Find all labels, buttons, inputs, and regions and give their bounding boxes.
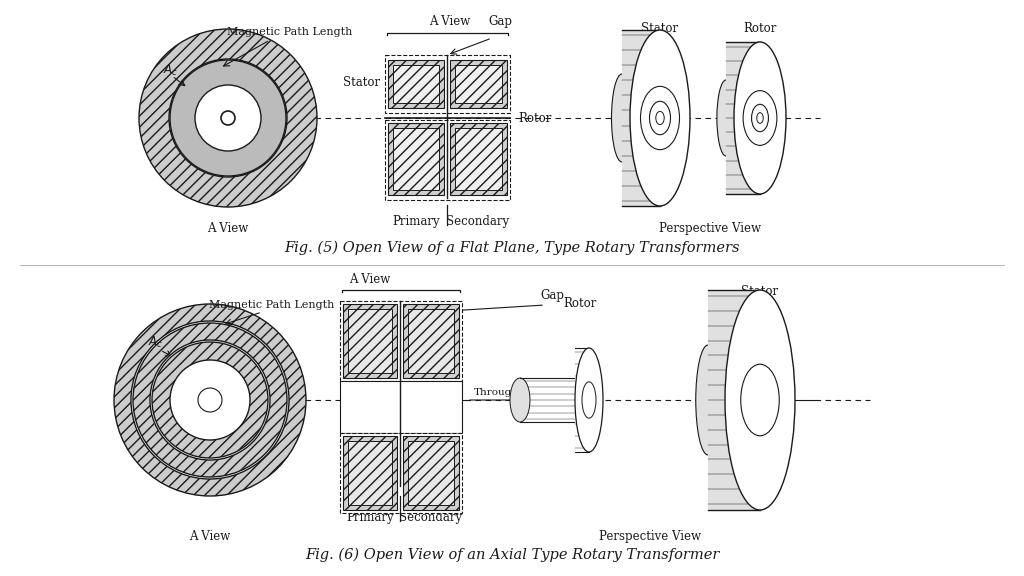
Text: Rotor: Rotor <box>743 22 776 35</box>
Ellipse shape <box>150 340 270 460</box>
Bar <box>520 378 575 422</box>
Bar <box>348 441 392 505</box>
Bar <box>385 55 510 113</box>
Text: Perspective View: Perspective View <box>599 530 701 543</box>
Bar <box>408 309 454 373</box>
Bar <box>726 42 760 194</box>
Ellipse shape <box>630 30 690 206</box>
Ellipse shape <box>740 364 779 436</box>
Text: A View: A View <box>189 530 230 543</box>
Text: Magnetic Path Length: Magnetic Path Length <box>227 27 352 37</box>
Text: Secondary: Secondary <box>446 215 510 228</box>
Text: Gap: Gap <box>488 15 512 28</box>
Bar <box>403 436 459 510</box>
Text: Rotor: Rotor <box>518 112 551 124</box>
Ellipse shape <box>170 360 250 440</box>
Text: A View: A View <box>349 273 390 286</box>
Text: Fig. (5) Open View of a Flat Plane, Type Rotary Transformers: Fig. (5) Open View of a Flat Plane, Type… <box>285 241 739 255</box>
Text: Rotor: Rotor <box>563 297 597 310</box>
Bar <box>348 309 392 373</box>
Text: A View: A View <box>208 222 249 235</box>
Ellipse shape <box>198 388 222 412</box>
Ellipse shape <box>114 304 306 496</box>
Bar <box>393 128 439 190</box>
Bar <box>388 123 444 195</box>
Ellipse shape <box>221 111 234 125</box>
Text: Primary: Primary <box>392 215 440 228</box>
Bar <box>455 128 502 190</box>
Ellipse shape <box>170 60 286 176</box>
Text: $A_c$: $A_c$ <box>148 335 163 350</box>
Ellipse shape <box>510 378 530 422</box>
Ellipse shape <box>752 104 768 132</box>
Ellipse shape <box>640 86 680 150</box>
Bar <box>340 301 462 381</box>
Ellipse shape <box>139 29 317 207</box>
Ellipse shape <box>133 323 287 477</box>
Bar <box>403 304 459 378</box>
Ellipse shape <box>734 42 786 194</box>
Bar <box>708 290 760 510</box>
Ellipse shape <box>655 111 665 124</box>
Ellipse shape <box>575 348 603 452</box>
Bar <box>385 120 510 200</box>
Text: Fig. (6) Open View of an Axial Type Rotary Transformer: Fig. (6) Open View of an Axial Type Rota… <box>305 548 719 562</box>
Bar <box>450 60 507 108</box>
Ellipse shape <box>582 382 596 418</box>
Ellipse shape <box>695 345 720 455</box>
Ellipse shape <box>717 80 735 156</box>
Ellipse shape <box>195 85 261 151</box>
Text: Secondary: Secondary <box>399 511 463 524</box>
Ellipse shape <box>757 113 763 123</box>
Text: Gap: Gap <box>540 290 564 302</box>
Text: Through-Bore: Through-Bore <box>365 403 437 411</box>
Bar <box>340 433 462 513</box>
Bar <box>340 381 462 433</box>
Bar <box>622 30 660 206</box>
Bar <box>343 304 397 378</box>
Text: Stator: Stator <box>641 22 679 35</box>
Bar <box>455 65 502 103</box>
Bar <box>408 441 454 505</box>
Bar <box>450 123 507 195</box>
Ellipse shape <box>611 74 633 162</box>
Ellipse shape <box>743 90 777 145</box>
Text: Perspective View: Perspective View <box>659 222 761 235</box>
Ellipse shape <box>649 101 671 135</box>
Ellipse shape <box>169 59 287 177</box>
Ellipse shape <box>152 342 268 458</box>
Text: Magnetic Path Length: Magnetic Path Length <box>209 300 335 310</box>
Ellipse shape <box>725 290 795 510</box>
Bar <box>388 60 444 108</box>
Text: Through-Bore: Through-Bore <box>474 388 548 397</box>
Bar <box>393 65 439 103</box>
Bar <box>575 348 589 452</box>
Ellipse shape <box>131 321 289 479</box>
Text: $A_c$: $A_c$ <box>163 62 178 78</box>
Text: A View: A View <box>429 15 471 28</box>
Bar <box>343 436 397 510</box>
Text: Stator: Stator <box>741 285 778 298</box>
Text: Stator: Stator <box>343 75 380 89</box>
Text: Primary: Primary <box>346 511 394 524</box>
